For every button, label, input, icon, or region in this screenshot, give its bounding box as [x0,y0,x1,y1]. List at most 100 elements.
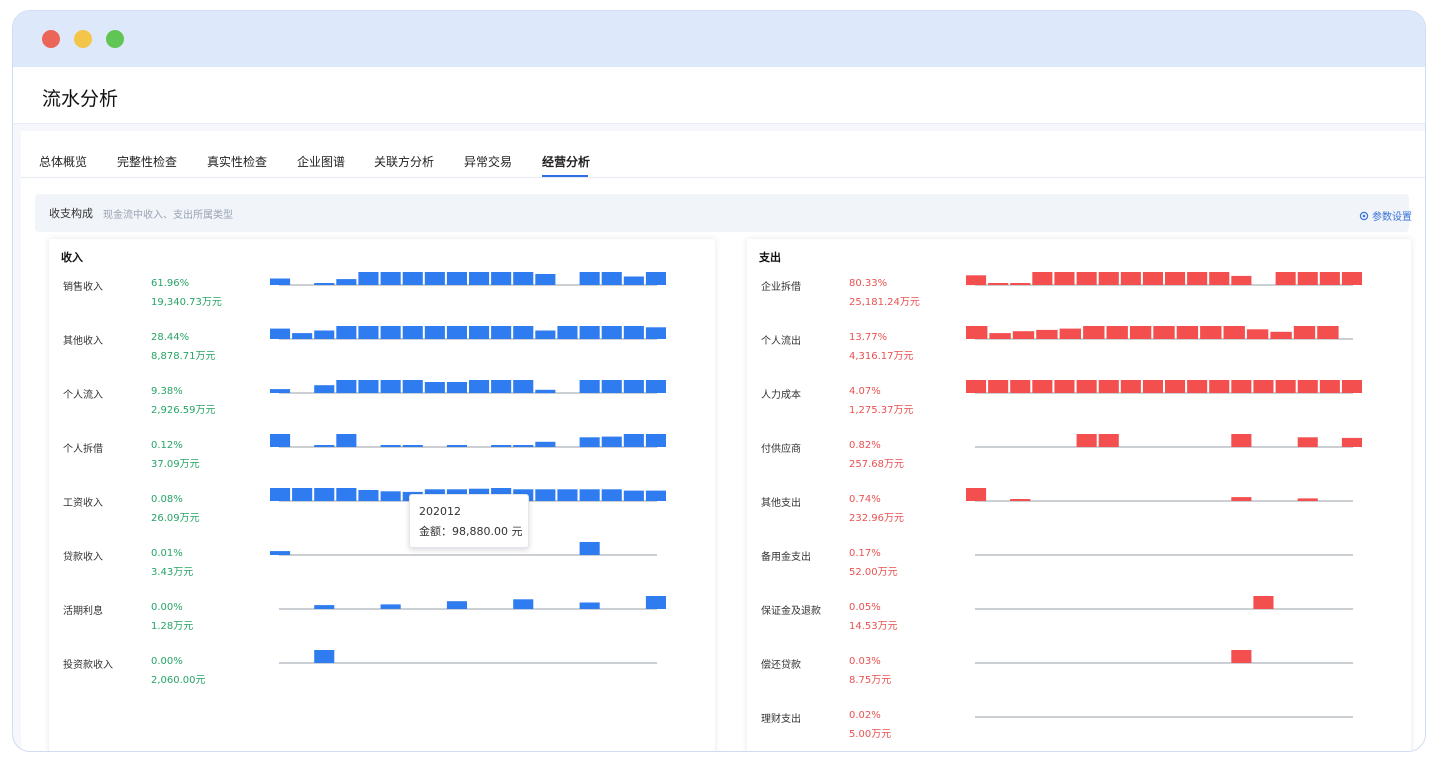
row-percentage: 0.82% [849,440,881,451]
row-amount: 5.00万元 [849,729,892,740]
sparkline-bar [1293,326,1316,339]
sparkline-chart[interactable] [965,596,1363,612]
sparkline-bar [380,445,401,447]
row-percentage: 0.03% [849,656,881,667]
sparkline-bar [1010,283,1031,285]
sparkline-bar [1098,380,1119,393]
sparkline-chart[interactable] [269,650,667,666]
sparkline-bar [513,380,534,393]
row-label: 投资款收入 [63,660,113,671]
sparkline-bar [446,601,467,609]
sparkline-bar [557,489,578,501]
row-percentage: 0.00% [151,656,183,667]
minimize-window-button[interactable] [74,30,92,48]
row-label: 其他支出 [761,498,801,509]
row-percentage: 0.05% [849,602,881,613]
sparkline-bar [1032,380,1053,393]
sparkline-bar [402,272,423,285]
sparkline-bar [469,272,490,285]
sparkline-chart[interactable] [965,650,1363,666]
sparkline-bar [1165,380,1186,393]
row-label: 人力成本 [761,390,801,401]
sparkline-bar [1165,272,1186,285]
maximize-window-button[interactable] [106,30,124,48]
sparkline-bar [424,272,445,285]
tab-enterprise-graph[interactable]: 企业图谱 [297,155,346,169]
tab-abnormal-transactions[interactable]: 异常交易 [464,155,513,169]
sparkline-chart[interactable] [965,272,1363,288]
sparkline-bar [314,385,335,393]
sparkline-chart[interactable] [269,380,667,396]
sparkline-bar [989,333,1011,339]
sparkline-bar [358,272,379,285]
row-amount: 4,316.17万元 [849,351,914,362]
row-label: 工资收入 [63,498,103,509]
sparkline-bar [579,542,600,555]
parameter-settings-button[interactable]: 参数设置 [1359,208,1412,223]
tab-operation-analysis[interactable]: 经营分析 [542,155,591,169]
row-percentage: 0.74% [849,494,881,505]
row-percentage: 9.38% [151,386,183,397]
sparkline-bar [491,445,512,447]
sparkline-bar [623,434,644,447]
sparkline-chart[interactable] [965,434,1363,450]
sparkline-bar [424,382,445,393]
close-window-button[interactable] [42,30,60,48]
income-panel: 收入 销售收入 61.96% 19,340.73万元 其他收入 28.44% 8,878.… [49,239,715,751]
sparkline-chart[interactable] [269,542,667,558]
sparkline-bar [1032,272,1053,285]
sparkline-bar [1120,380,1141,393]
tab-completeness-check[interactable]: 完整性检查 [117,155,178,169]
sparkline-bar [1054,272,1075,285]
bar-tooltip: 202012 金额：98,880.00 元 [409,494,529,548]
sparkline-bar [623,490,644,501]
sparkline-bar [380,380,401,393]
sparkline-bar [314,283,335,285]
sparkline-chart[interactable] [965,542,1363,558]
row-label: 个人流出 [761,336,801,347]
sparkline-bar [1319,272,1340,285]
row-percentage: 80.33% [849,278,888,289]
sparkline-chart[interactable] [269,272,667,288]
sparkline-bar [557,326,578,339]
sparkline-bar [601,272,622,285]
sparkline-bar [469,326,490,339]
row-label: 个人拆借 [63,444,103,455]
sparkline-bar [358,380,379,393]
sparkline-bar [579,437,600,448]
sparkline-bar [1036,329,1058,339]
sparkline-bar [579,380,600,393]
row-percentage: 0.01% [151,548,183,559]
sparkline-bar [1275,272,1296,285]
sparkline-chart[interactable] [269,434,667,450]
sparkline-bar [601,380,622,393]
sparkline-bar [380,326,401,339]
sparkline-bar [469,380,490,393]
sparkline-bar [380,491,401,502]
row-percentage: 0.08% [151,494,183,505]
section-title: 收支构成 [49,207,93,220]
sparkline-bar [535,389,556,394]
sparkline-chart[interactable] [269,596,667,612]
tooltip-date: 202012 [419,505,461,518]
sparkline-bar [491,380,512,393]
sparkline-bar [336,488,357,501]
sparkline-bar [645,380,666,393]
sparkline-chart[interactable] [965,488,1363,504]
sparkline-chart[interactable] [269,326,667,342]
parameter-settings-label: 参数设置 [1372,212,1412,223]
sparkline-chart[interactable] [965,326,1363,342]
sparkline-bar [1142,272,1163,285]
tab-related-party-analysis[interactable]: 关联方分析 [374,155,435,169]
row-label: 贷款收入 [63,552,103,563]
sparkline-bar [623,276,644,285]
tab-authenticity-check[interactable]: 真实性检查 [207,155,268,169]
sparkline-bar [358,326,379,339]
sparkline-chart[interactable] [965,704,1363,720]
sparkline-bar [1246,329,1269,340]
sparkline-bar [1098,434,1119,447]
tab-overview[interactable]: 总体概览 [39,155,88,169]
sparkline-chart[interactable] [965,380,1363,396]
sparkline-bar [1297,272,1318,285]
sparkline-bar [645,434,666,447]
